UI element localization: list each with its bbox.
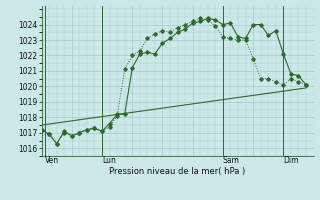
- Text: Dim: Dim: [284, 156, 299, 165]
- Text: Ven: Ven: [45, 156, 60, 165]
- Text: Lun: Lun: [102, 156, 116, 165]
- Text: Sam: Sam: [223, 156, 240, 165]
- X-axis label: Pression niveau de la mer( hPa ): Pression niveau de la mer( hPa ): [109, 167, 246, 176]
